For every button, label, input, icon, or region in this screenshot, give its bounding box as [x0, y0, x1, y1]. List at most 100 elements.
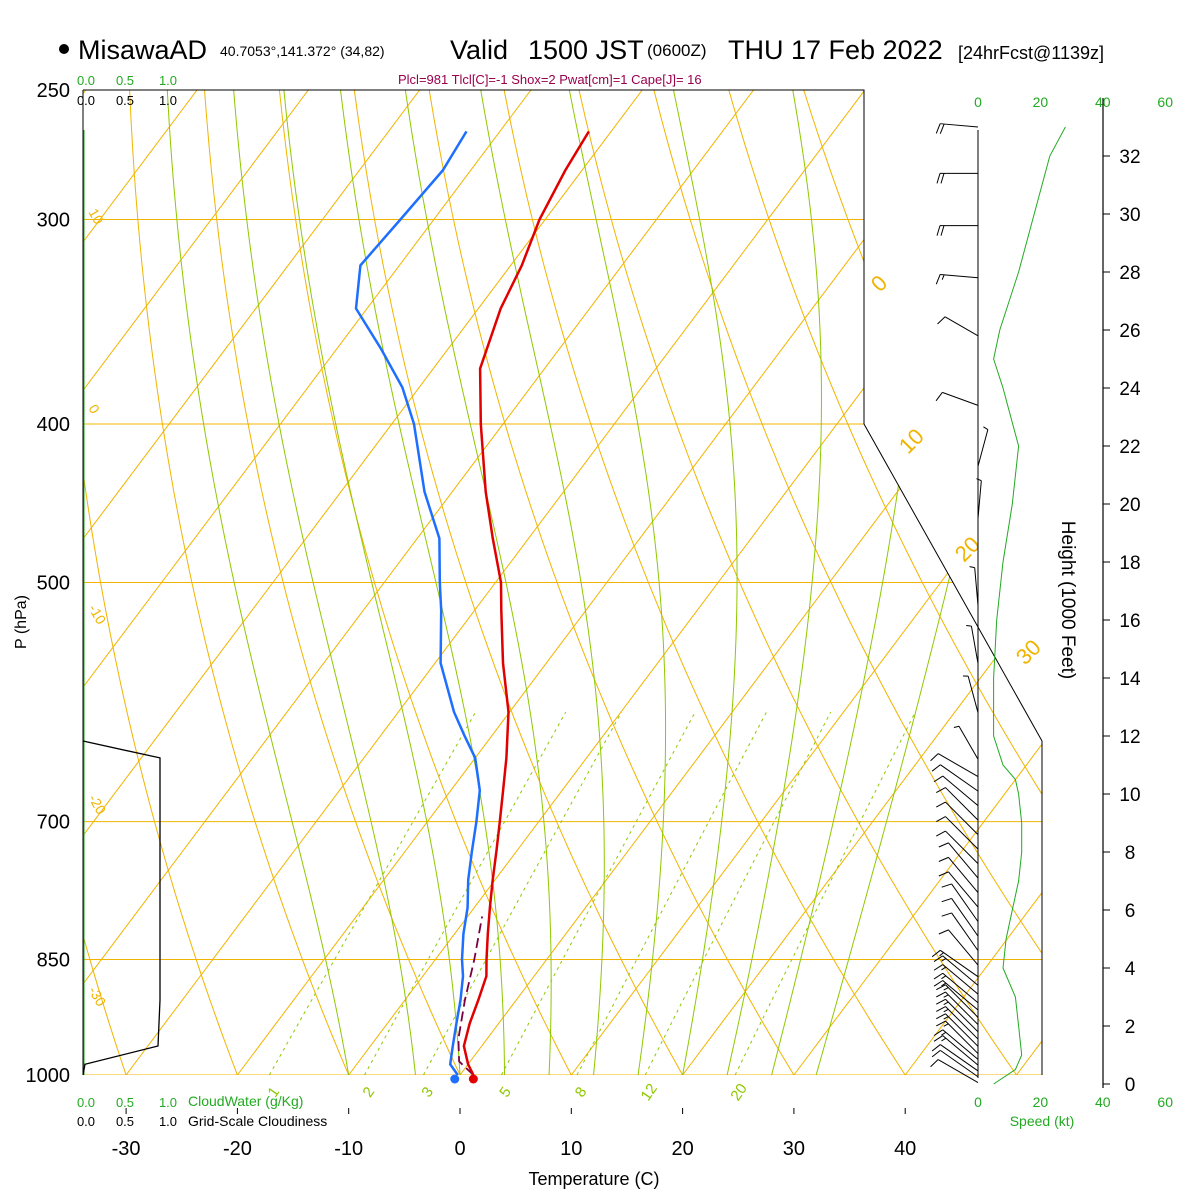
- wind-barb: [933, 1035, 979, 1066]
- height-tick-label: 0: [1125, 1075, 1136, 1096]
- cloudwater-label: CloudWater (g/Kg): [188, 1093, 303, 1109]
- cloudwater-scale-label: 0.0: [77, 73, 95, 88]
- mixing-ratio-line: [364, 711, 567, 1075]
- x-tick-label: -10: [334, 1138, 363, 1160]
- cloudiness-panel: 0.0 0.0 0.5 0.5 1.0 1.0 0.0 0.0 0.5 0.5 1.0 1.0: [77, 73, 177, 1129]
- mixing-ratio-line: [644, 711, 832, 1075]
- thermo-grid: 1 2 3 5 8 12 20100-10-20-300102030250300400500…: [0, 80, 1200, 1160]
- valid-utc: (0600Z): [647, 41, 707, 60]
- cloudiness-scale-label: 0.5: [116, 93, 134, 108]
- cloudwater-scale-label: 1.0: [159, 1095, 177, 1110]
- wind-barb: [936, 225, 978, 236]
- isotherm-label: 0: [866, 270, 892, 296]
- dry-adiabat-line: [204, 90, 461, 1075]
- wind-barb: [935, 391, 979, 406]
- cloudwater-scale-label: 1.0: [159, 73, 177, 88]
- valid-prefix: Valid: [450, 35, 508, 65]
- wind-barb: [936, 816, 979, 850]
- cloudiness-scale-label: 1.0: [159, 93, 177, 108]
- height-tick-label: 8: [1125, 843, 1136, 864]
- wind-barb: [937, 316, 979, 337]
- wind-barb: [931, 949, 979, 978]
- x-tick-label: 10: [560, 1138, 582, 1160]
- wind-barb: [938, 929, 979, 966]
- cloudiness-scale-label: 0.0: [77, 93, 95, 108]
- valid-date: THU 17 Feb 2022: [728, 35, 943, 65]
- forecast-label: [24hrFcst@1139z]: [958, 43, 1104, 63]
- wind-speed-line: [993, 126, 1066, 1085]
- wind-barb: [977, 426, 989, 467]
- isotherm-line: [83, 90, 309, 1075]
- speed-tick-label: 0: [974, 94, 982, 110]
- wind-barb: [933, 964, 979, 995]
- height-axis-label: Height (1000 Feet): [1057, 521, 1078, 679]
- isotherm-line: [83, 90, 421, 1075]
- cloudwater-scale-label: 0.5: [116, 73, 134, 88]
- cloudiness-scale-label: 1.0: [159, 1114, 177, 1129]
- dry-adiabat-line: [428, 90, 795, 1075]
- pressure-tick-label: 1000: [26, 1065, 71, 1087]
- dry-adiabat-line: [1178, 90, 1200, 1075]
- pressure-tick-label: 850: [37, 950, 70, 972]
- y-axis-label: P (hPa): [13, 595, 30, 649]
- sounding-indices: Plcl=981 Tlcl[C]=-1 Shox=2 Pwat[cm]=1 Ca…: [398, 72, 702, 87]
- wind-barb: [931, 1044, 979, 1072]
- height-tick-label: 32: [1119, 147, 1140, 168]
- wind-barb: [936, 801, 979, 835]
- isotherm-line: [83, 90, 643, 1075]
- moist-adiabat-line: [480, 90, 605, 1075]
- wind-barb: [969, 566, 979, 606]
- speed-tick-label: 20: [1033, 94, 1049, 110]
- wind-barb: [936, 830, 979, 864]
- isotherm-label: 10: [85, 206, 107, 228]
- pressure-tick-label: 400: [37, 414, 70, 436]
- isotherm-line: [904, 90, 1042, 1075]
- isotherm-line: [83, 90, 532, 1075]
- x-tick-label: -20: [223, 1138, 252, 1160]
- pressure-tick-label: 300: [37, 210, 70, 232]
- wind-barb: [936, 991, 979, 1025]
- wind-barb: [941, 912, 979, 951]
- speed-tick-label: 20: [1033, 1094, 1049, 1110]
- mixing-ratio-line: [268, 711, 477, 1075]
- wind-barb: [931, 1049, 979, 1078]
- speed-tick-label: 40: [1095, 94, 1111, 110]
- isotherm-label: -30: [85, 984, 109, 1010]
- height-tick-label: 12: [1119, 727, 1140, 748]
- profiles: [354, 130, 590, 1084]
- header: MisawaAD 40.7053°,141.372° (34,82) Valid…: [59, 35, 1104, 87]
- wind-barb: [936, 1013, 979, 1047]
- height-tick-label: 2: [1125, 1017, 1136, 1038]
- dry-adiabat-line: [83, 90, 238, 1075]
- cloudiness-label: Grid-Scale Cloudiness: [188, 1113, 327, 1129]
- x-tick-label: -30: [112, 1138, 141, 1160]
- x-tick-label: 40: [894, 1138, 916, 1160]
- mixing-ratio-line: [576, 711, 767, 1075]
- wind-barb: [966, 624, 979, 664]
- isotherm-line: [83, 90, 754, 1075]
- x-tick-label: 30: [783, 1138, 805, 1160]
- wind-barb: [953, 725, 979, 760]
- dry-adiabat-line: [0, 90, 15, 1075]
- station-coords: 40.7053°,141.372° (34,82): [220, 43, 385, 59]
- wind-barb: [976, 478, 982, 519]
- height-tick-label: 18: [1119, 553, 1140, 574]
- height-tick-label: 26: [1119, 321, 1140, 342]
- speed-axis-label: Speed (kt): [1010, 1113, 1075, 1129]
- dry-adiabat-line: [653, 90, 1042, 1075]
- wind-barb: [933, 775, 979, 806]
- plot-frame: [82, 89, 1043, 1075]
- speed-tick-label: 60: [1157, 1094, 1173, 1110]
- wind-barb: [931, 764, 979, 792]
- wind-barb: [936, 1020, 979, 1054]
- wind-barb: [941, 897, 979, 937]
- isotherm-label: 20: [950, 532, 985, 567]
- frame-right: [83, 89, 1043, 1075]
- speed-tick-label: 60: [1157, 94, 1173, 110]
- dry-adiabat-line: [1027, 90, 1042, 1075]
- mixing-ratio-label: 8: [572, 1084, 591, 1101]
- surface-dewpoint-dot: [450, 1074, 460, 1084]
- cloudwater-scale-label: 0.0: [77, 1095, 95, 1110]
- wind-barb: [936, 1006, 979, 1040]
